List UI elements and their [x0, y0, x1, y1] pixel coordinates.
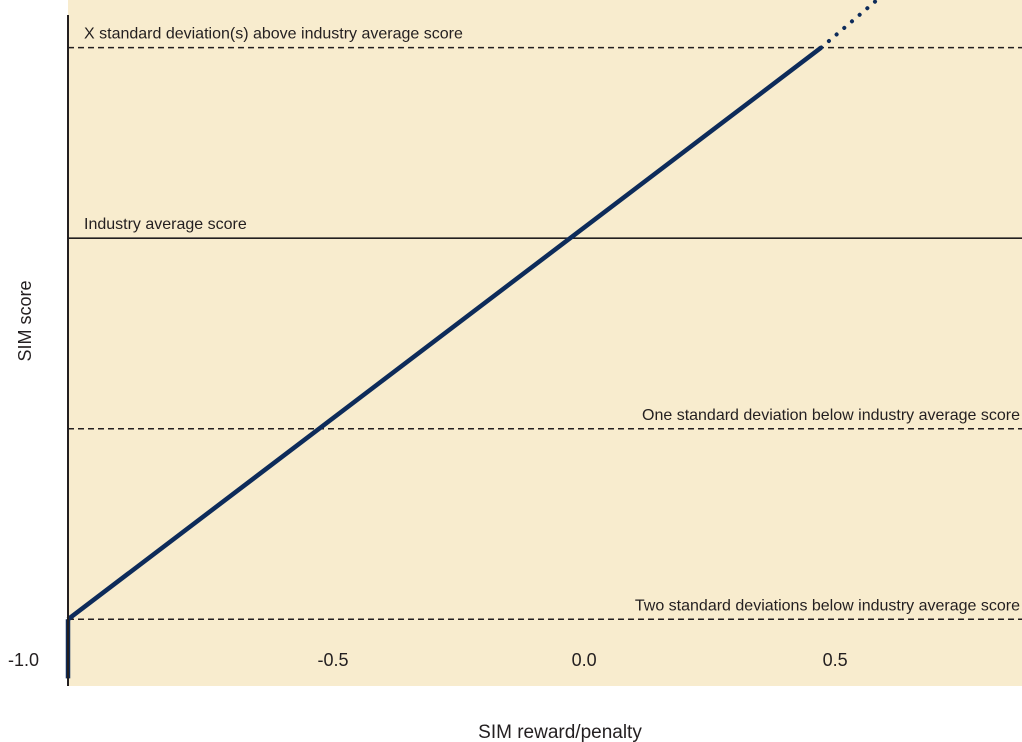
series-line-1 [819, 0, 881, 50]
plot-background [68, 0, 1022, 686]
x-tick-label-1: -0.5 [318, 650, 349, 670]
reference-label-3: Two standard deviations below industry a… [635, 597, 1020, 614]
reference-label-2: One standard deviation below industry av… [642, 407, 1020, 424]
x-axis-label: SIM reward/penalty [478, 722, 642, 742]
series-line-0 [66, 45, 823, 622]
reference-label-0: X standard deviation(s) above industry a… [84, 26, 463, 43]
x-tick-label-0: -1.0 [8, 650, 39, 670]
x-tick-label-2: 0.0 [572, 650, 597, 670]
x-tick-label-3: 0.5 [823, 650, 848, 670]
y-axis-label: SIM score [15, 280, 35, 361]
reference-label-1: Industry average score [84, 216, 247, 233]
